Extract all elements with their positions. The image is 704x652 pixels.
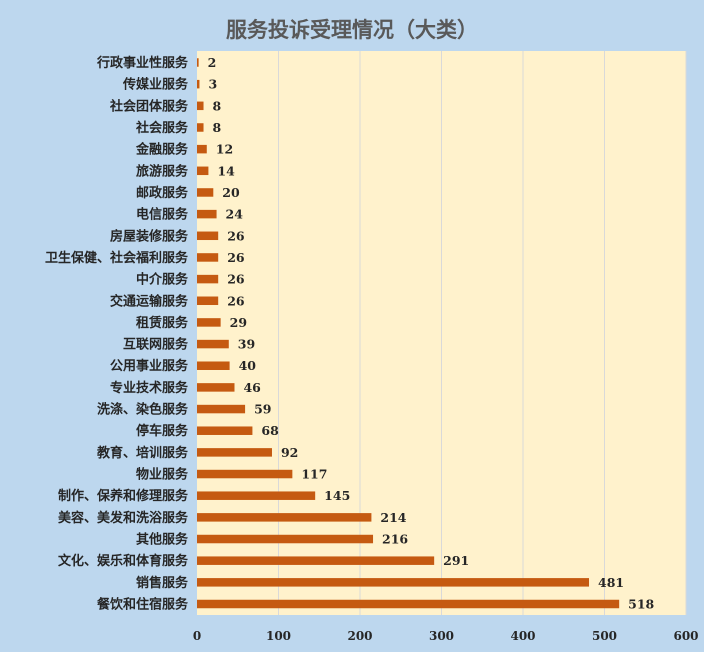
bar: [197, 556, 435, 565]
bar: [197, 383, 235, 392]
gridlines: [278, 51, 687, 615]
category-label: 物业服务: [136, 467, 189, 483]
category-label: 社会团体服务: [109, 98, 189, 114]
category-label: 邮政服务: [136, 185, 189, 201]
x-tick-label: 500: [592, 629, 617, 643]
data-label: 92: [281, 445, 298, 460]
data-label: 26: [227, 228, 245, 243]
x-tick-label: 0: [193, 629, 201, 643]
bar: [197, 188, 214, 197]
category-label: 制作、保养和修理服务: [58, 488, 189, 504]
data-label: 26: [227, 250, 245, 265]
data-label: 59: [254, 402, 271, 417]
category-label: 停车服务: [136, 423, 189, 439]
category-label: 公用事业服务: [110, 358, 189, 374]
category-label: 餐饮和住宿服务: [96, 597, 189, 613]
bar: [197, 534, 374, 544]
x-tick-label: 200: [347, 629, 372, 643]
data-label: 68: [261, 423, 279, 438]
bar: [197, 448, 272, 457]
data-label: 518: [628, 597, 654, 612]
data-label: 291: [443, 553, 469, 568]
data-label: 3: [208, 77, 217, 92]
category-label: 金融服务: [135, 142, 189, 158]
bar: [197, 101, 204, 111]
data-label: 216: [382, 532, 408, 547]
bars: [197, 58, 620, 609]
bar: [197, 144, 207, 154]
data-label: 14: [217, 163, 235, 178]
x-tick-label: 400: [510, 629, 535, 643]
bar: [197, 404, 246, 414]
category-label: 租赁服务: [136, 315, 189, 331]
category-label: 房屋装修服务: [110, 228, 189, 244]
category-label: 社会服务: [135, 120, 189, 136]
data-label: 40: [239, 358, 257, 373]
bar: [197, 578, 590, 587]
bar: [197, 209, 217, 219]
data-label: 26: [227, 272, 245, 287]
data-label: 214: [380, 510, 406, 525]
category-label: 销售服务: [136, 575, 189, 591]
bar: [197, 166, 209, 176]
data-label: 24: [226, 207, 244, 222]
bar: [197, 79, 200, 89]
category-label: 旅游服务: [136, 163, 189, 179]
category-label: 行政事业性服务: [96, 55, 189, 71]
x-axis-ticks: 0 100 200 300 400 500 600: [193, 629, 699, 643]
x-tick-label: 100: [266, 629, 291, 643]
bar: [197, 253, 219, 262]
bar: [197, 274, 219, 284]
bar: [197, 296, 219, 306]
data-label: 12: [216, 142, 233, 157]
bar: [197, 123, 204, 132]
category-label: 传媒业服务: [122, 77, 189, 93]
category-label: 卫生保健、社会福利服务: [45, 250, 189, 266]
category-label: 其他服务: [136, 532, 189, 548]
category-label: 美容、美发和洗浴服务: [58, 510, 189, 526]
category-labels: 行政事业性服务传媒业服务社会团体服务社会服务金融服务旅游服务邮政服务电信服务房屋…: [45, 55, 189, 613]
x-tick-label: 300: [429, 629, 454, 643]
data-label: 481: [598, 575, 624, 590]
bar: [197, 339, 229, 349]
bar: [197, 318, 221, 327]
bar: [197, 426, 253, 435]
chart-title: 服务投诉受理情况（大类）: [226, 17, 478, 42]
category-label: 教育、培训服务: [96, 445, 189, 461]
data-label: 29: [230, 315, 247, 330]
data-label: 145: [324, 488, 350, 503]
data-label: 39: [238, 337, 255, 352]
bar: [197, 491, 316, 500]
data-label: 2: [208, 55, 217, 70]
bar: [197, 231, 219, 241]
category-label: 洗涤、染色服务: [97, 402, 189, 418]
bar: [197, 361, 230, 370]
data-label: 8: [213, 120, 222, 135]
bar: [197, 58, 199, 67]
data-label: 8: [213, 98, 222, 113]
data-label: 20: [222, 185, 240, 200]
bar: [197, 469, 293, 479]
data-label: 117: [301, 467, 327, 482]
bar: [197, 599, 620, 609]
category-label: 互联网服务: [123, 337, 189, 353]
category-label: 交通运输服务: [110, 293, 189, 309]
data-label: 26: [227, 293, 245, 308]
data-label: 46: [243, 380, 261, 395]
category-label: 文化、娱乐和体育服务: [58, 553, 189, 569]
category-label: 电信服务: [136, 207, 189, 223]
category-label: 中介服务: [136, 272, 189, 288]
category-label: 专业技术服务: [110, 380, 189, 396]
x-tick-label: 600: [673, 629, 698, 643]
bar: [197, 513, 372, 522]
